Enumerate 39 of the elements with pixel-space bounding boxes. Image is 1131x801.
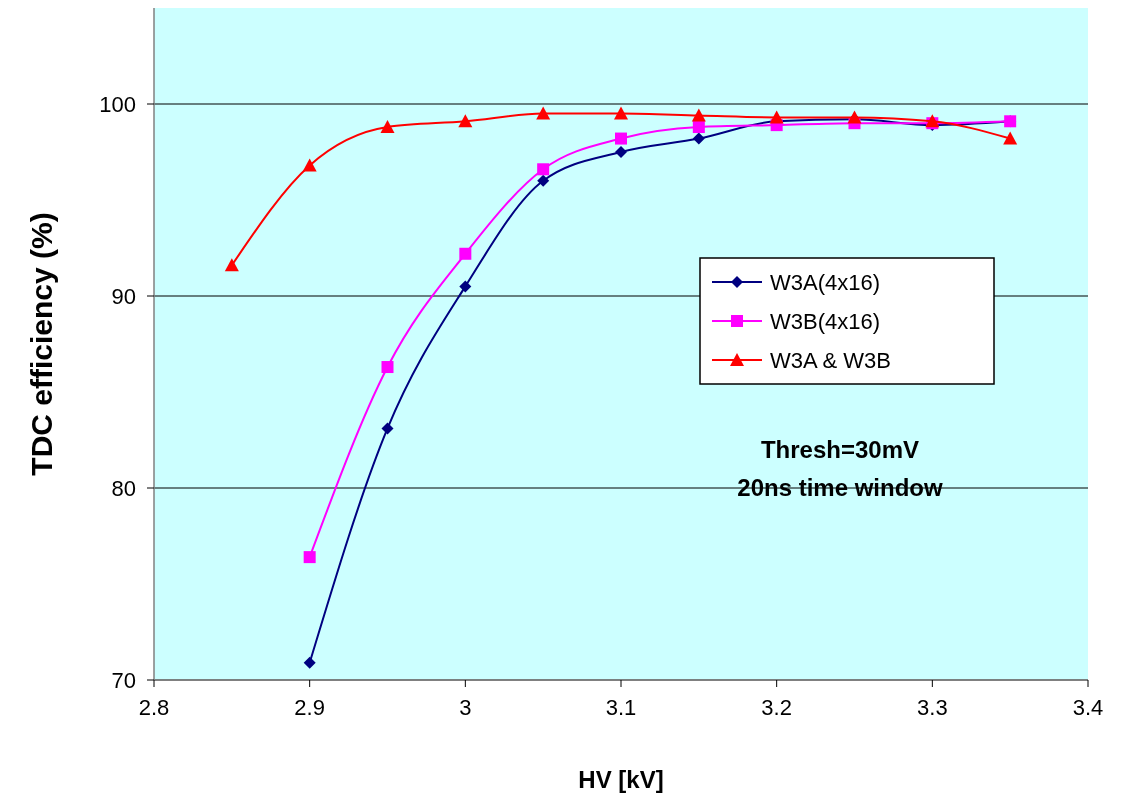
annotation: 20ns time window <box>737 474 944 501</box>
point <box>769 110 784 124</box>
point <box>303 656 316 669</box>
point <box>381 422 394 435</box>
legend-label: W3A & W3B <box>770 348 892 373</box>
point <box>614 106 628 120</box>
point <box>537 163 550 176</box>
point <box>537 174 550 187</box>
x-tick-label: 2.8 <box>138 695 170 720</box>
point <box>459 280 472 293</box>
x-tick-label: 3.3 <box>917 695 948 720</box>
point <box>692 121 705 134</box>
y-tick-label: 90 <box>111 284 136 309</box>
point <box>615 132 627 145</box>
point <box>224 258 239 272</box>
point <box>302 158 317 172</box>
x-tick-label: 2.9 <box>294 695 325 720</box>
point <box>380 120 395 134</box>
legend-label: W3B(4x16) <box>770 309 881 334</box>
x-tick-label: 3.4 <box>1072 695 1104 720</box>
point <box>536 106 551 120</box>
x-tick-label: 3.2 <box>761 695 792 720</box>
y-axis-title: TDC efficiency (%) <box>25 212 58 476</box>
point <box>615 146 627 158</box>
y-tick-label: 100 <box>99 92 136 117</box>
x-tick-label: 3 <box>459 695 472 720</box>
x-axis-title: HV [kV] <box>578 766 664 793</box>
point <box>303 551 316 564</box>
point <box>1003 131 1018 145</box>
y-tick-label: 70 <box>111 668 136 693</box>
point <box>381 361 394 374</box>
x-tick-label: 3.1 <box>605 695 637 720</box>
legend-label: W3A(4x16) <box>770 270 881 295</box>
point <box>691 108 706 122</box>
y-tick-label: 80 <box>111 476 136 501</box>
point <box>692 132 705 145</box>
point <box>459 247 472 260</box>
point <box>458 114 473 128</box>
annotation: Thresh=30mV <box>760 436 920 463</box>
